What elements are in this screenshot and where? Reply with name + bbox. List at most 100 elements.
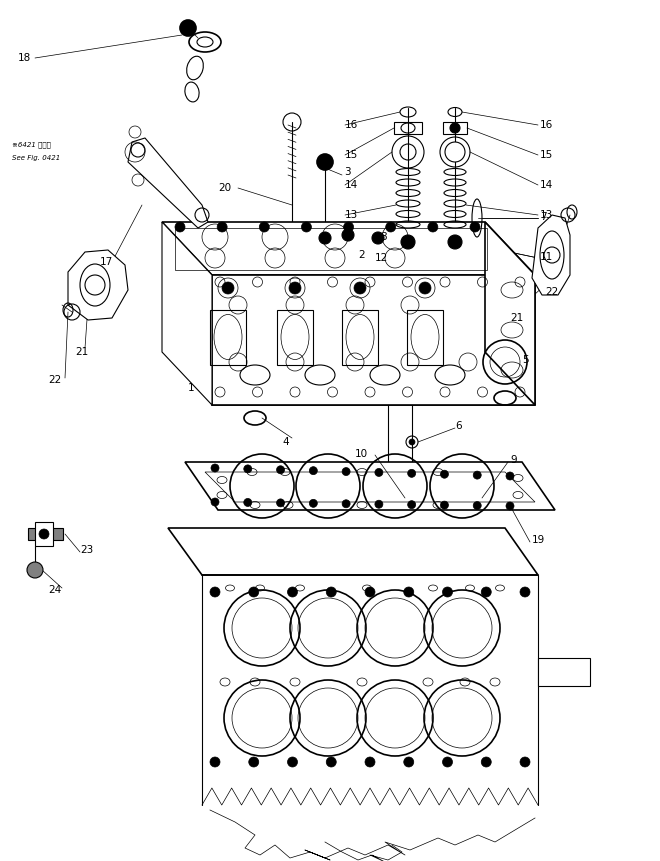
- Circle shape: [481, 757, 491, 767]
- Text: 14: 14: [540, 180, 553, 190]
- Circle shape: [211, 464, 219, 472]
- Text: 21: 21: [75, 347, 88, 357]
- Circle shape: [473, 471, 481, 479]
- Circle shape: [440, 501, 448, 509]
- Circle shape: [448, 235, 462, 249]
- Polygon shape: [68, 250, 128, 320]
- Circle shape: [302, 222, 312, 232]
- Circle shape: [404, 757, 414, 767]
- Circle shape: [222, 282, 234, 294]
- Circle shape: [39, 529, 49, 539]
- Circle shape: [365, 587, 375, 597]
- Circle shape: [210, 587, 220, 597]
- Text: 15: 15: [540, 150, 553, 160]
- Circle shape: [210, 757, 220, 767]
- Circle shape: [342, 229, 354, 241]
- Circle shape: [481, 587, 491, 597]
- Text: 5: 5: [522, 355, 529, 365]
- Circle shape: [259, 222, 269, 232]
- Polygon shape: [162, 222, 212, 405]
- Polygon shape: [485, 222, 535, 405]
- Bar: [35, 522, 53, 546]
- Polygon shape: [532, 215, 570, 295]
- Circle shape: [440, 470, 448, 478]
- Text: 24: 24: [48, 585, 61, 595]
- Circle shape: [310, 467, 317, 474]
- Circle shape: [244, 499, 251, 506]
- Circle shape: [249, 587, 259, 597]
- Polygon shape: [212, 275, 535, 405]
- Text: 3: 3: [344, 167, 350, 177]
- Polygon shape: [128, 138, 208, 228]
- Bar: [28, 528, 63, 540]
- Text: 8: 8: [380, 232, 387, 242]
- Text: FWD: FWD: [546, 667, 570, 677]
- Circle shape: [408, 469, 416, 477]
- Text: ※6421 国参照: ※6421 国参照: [12, 142, 51, 148]
- Circle shape: [217, 222, 227, 232]
- Text: 13: 13: [345, 210, 358, 220]
- Circle shape: [470, 222, 480, 232]
- Circle shape: [385, 222, 396, 232]
- Circle shape: [375, 468, 383, 476]
- Text: 1: 1: [188, 383, 195, 393]
- Text: 13: 13: [540, 210, 553, 220]
- Circle shape: [473, 502, 481, 510]
- Text: 2: 2: [358, 250, 364, 260]
- Text: 19: 19: [532, 535, 545, 545]
- Text: 22: 22: [48, 375, 61, 385]
- Circle shape: [365, 757, 375, 767]
- Circle shape: [288, 587, 298, 597]
- Text: 20: 20: [218, 183, 231, 193]
- Circle shape: [244, 465, 251, 473]
- Text: 18: 18: [18, 53, 31, 63]
- Circle shape: [175, 222, 185, 232]
- Polygon shape: [185, 462, 555, 510]
- Circle shape: [289, 282, 301, 294]
- Polygon shape: [168, 528, 538, 575]
- Text: See Fig. 0421: See Fig. 0421: [12, 155, 60, 161]
- Bar: [210, 310, 246, 365]
- Text: 12: 12: [375, 253, 388, 263]
- Circle shape: [326, 757, 336, 767]
- Circle shape: [409, 439, 415, 445]
- Circle shape: [445, 142, 465, 162]
- Circle shape: [249, 757, 259, 767]
- Circle shape: [342, 499, 350, 508]
- Circle shape: [372, 232, 384, 244]
- Circle shape: [317, 154, 333, 170]
- Text: 14: 14: [345, 180, 358, 190]
- Circle shape: [344, 222, 354, 232]
- Circle shape: [428, 222, 438, 232]
- Circle shape: [404, 587, 414, 597]
- Ellipse shape: [450, 123, 460, 133]
- Bar: [175, 228, 487, 270]
- Text: 10: 10: [355, 449, 368, 459]
- Polygon shape: [162, 222, 535, 275]
- Circle shape: [506, 472, 514, 480]
- Circle shape: [180, 20, 196, 36]
- Bar: [394, 122, 422, 134]
- Circle shape: [319, 232, 331, 244]
- Circle shape: [354, 282, 366, 294]
- Circle shape: [375, 500, 383, 508]
- Circle shape: [326, 587, 336, 597]
- Ellipse shape: [446, 143, 464, 161]
- Circle shape: [277, 499, 284, 507]
- Circle shape: [401, 235, 415, 249]
- Circle shape: [408, 500, 416, 509]
- Text: 16: 16: [540, 120, 553, 130]
- Circle shape: [442, 587, 453, 597]
- Circle shape: [211, 498, 219, 506]
- Text: 17: 17: [100, 257, 114, 267]
- Circle shape: [310, 499, 317, 507]
- Text: 9: 9: [510, 455, 517, 465]
- Text: 6: 6: [455, 421, 461, 431]
- Circle shape: [27, 562, 43, 578]
- Polygon shape: [538, 658, 590, 686]
- Circle shape: [288, 757, 298, 767]
- Circle shape: [520, 587, 530, 597]
- Text: 21: 21: [510, 313, 523, 323]
- Bar: [443, 122, 467, 134]
- Circle shape: [277, 466, 284, 474]
